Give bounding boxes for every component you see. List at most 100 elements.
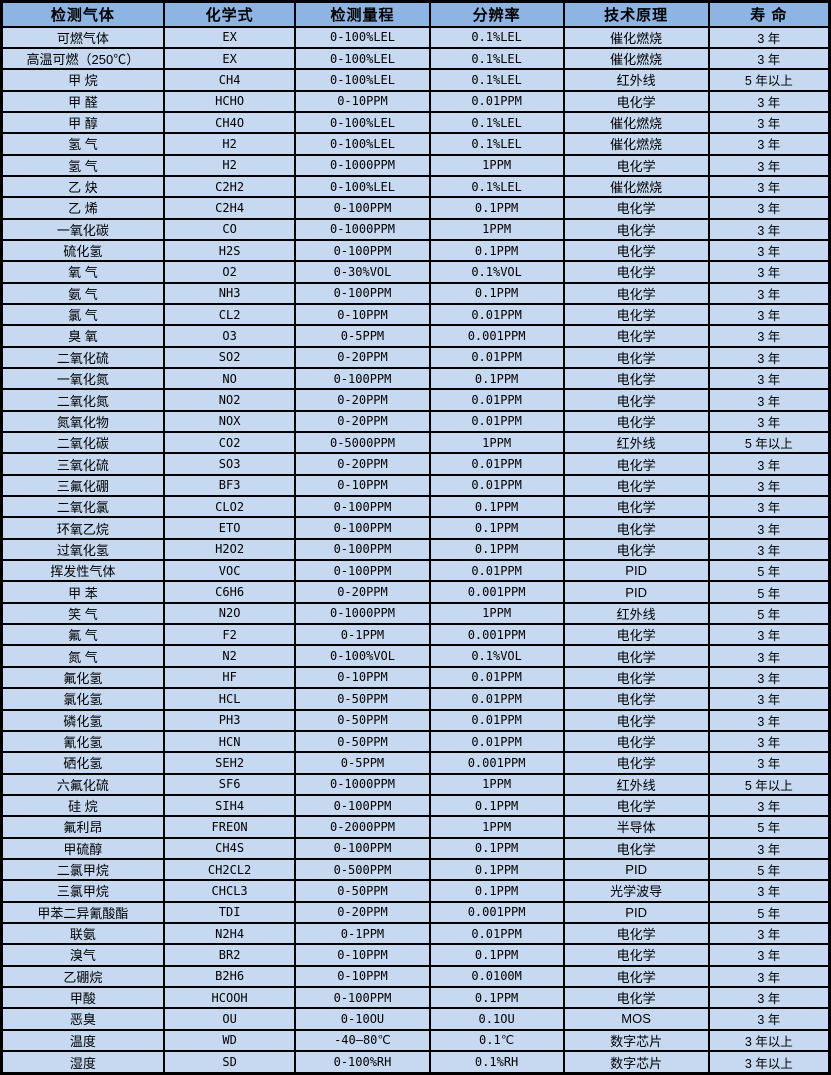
cell-lifespan: 3 年 <box>707 217 831 241</box>
cell-detection-range: 0-50PPM <box>294 708 431 732</box>
cell-gas-name: 乙 炔 <box>0 174 165 199</box>
table-row: 氯 气 CL2 0-10PPM 0.01PPM 电化学 3 年 <box>0 302 831 327</box>
cell-detection-range: 0-5PPM <box>294 751 431 775</box>
cell-lifespan: 5 年 <box>707 857 831 882</box>
cell-lifespan: 3 年 <box>707 409 831 434</box>
cell-lifespan: 3 年 <box>707 921 831 946</box>
cell-resolution: 1PPM <box>428 217 565 241</box>
cell-resolution: 0.01PPM <box>428 302 565 327</box>
cell-gas-name: 乙 烯 <box>0 196 165 220</box>
cell-gas-name: 氢 气 <box>0 153 165 177</box>
cell-technology-principle: 电化学 <box>562 985 710 1010</box>
cell-detection-range: 0-2000PPM <box>294 815 431 839</box>
cell-technology-principle: 电化学 <box>562 388 710 412</box>
table-row: 六氟化硫 SF6 0-1000PPM 1PPM 红外线 5 年以上 <box>0 772 831 796</box>
cell-gas-name: 可燃气体 <box>0 25 165 49</box>
cell-gas-name: 溴气 <box>0 943 165 967</box>
cell-lifespan: 3 年 <box>707 196 831 220</box>
cell-lifespan: 3 年 <box>707 388 831 412</box>
cell-resolution: 0.01PPM <box>428 452 565 476</box>
cell-technology-principle: 电化学 <box>562 516 710 540</box>
cell-chemical-formula: CH2CL2 <box>162 857 297 882</box>
cell-chemical-formula: OU <box>162 1007 297 1031</box>
column-header-chemical-formula: 化学式 <box>162 0 297 28</box>
cell-chemical-formula: HCN <box>162 729 297 754</box>
cell-detection-range: 0-100PPM <box>294 537 431 562</box>
column-header-resolution: 分辨率 <box>428 0 565 28</box>
table-row: 甲苯二异氰酸酯 TDI 0-20PPM 0.001PPM PID 5 年 <box>0 900 831 924</box>
cell-gas-name: 氟 气 <box>0 623 165 647</box>
cell-gas-name: 硅 烷 <box>0 793 165 818</box>
cell-resolution: 0.01PPM <box>428 409 565 434</box>
cell-chemical-formula: HCHO <box>162 89 297 113</box>
cell-lifespan: 3 年 <box>707 943 831 967</box>
cell-lifespan: 3 年 <box>707 132 831 156</box>
cell-chemical-formula: N2H4 <box>162 921 297 946</box>
cell-gas-name: 氟化氢 <box>0 665 165 690</box>
cell-resolution: 0.001PPM <box>428 900 565 924</box>
table-row: 恶臭 OU 0-10OU 0.1OU MOS 3 年 <box>0 1007 831 1031</box>
cell-gas-name: 氮 气 <box>0 644 165 668</box>
cell-technology-principle: 电化学 <box>562 324 710 348</box>
cell-lifespan: 3 年 <box>707 89 831 113</box>
table-row: 笑 气 N2O 0-1000PPM 1PPM 红外线 5 年 <box>0 601 831 626</box>
cell-chemical-formula: CH4O <box>162 110 297 135</box>
column-header-detection-range: 检测量程 <box>294 0 431 28</box>
table-row: 氟化氢 HF 0-10PPM 0.01PPM 电化学 3 年 <box>0 665 831 690</box>
cell-technology-principle: 电化学 <box>562 665 710 690</box>
table-row: 乙硼烷 B2H6 0-10PPM 0.0100M 电化学 3 年 <box>0 964 831 988</box>
cell-lifespan: 5 年以上 <box>707 68 831 92</box>
cell-detection-range: 0-100PPM <box>294 281 431 305</box>
cell-technology-principle: PID <box>562 559 710 583</box>
cell-chemical-formula: PH3 <box>162 708 297 732</box>
cell-resolution: 0.1%LEL <box>428 25 565 49</box>
table-row: 温度 WD -40—80℃ 0.1℃ 数字芯片 3 年以上 <box>0 1028 831 1053</box>
cell-gas-name: 温度 <box>0 1028 165 1053</box>
cell-detection-range: 0-10PPM <box>294 943 431 967</box>
cell-resolution: 0.1℃ <box>428 1028 565 1053</box>
cell-chemical-formula: N2O <box>162 601 297 626</box>
cell-detection-range: 0-100PPM <box>294 238 431 263</box>
cell-resolution: 0.1%LEL <box>428 132 565 156</box>
cell-detection-range: 0-20PPM <box>294 388 431 412</box>
cell-gas-name: 高温可燃（250℃） <box>0 46 165 71</box>
cell-lifespan: 3 年 <box>707 46 831 71</box>
cell-gas-name: 氨 气 <box>0 281 165 305</box>
cell-resolution: 1PPM <box>428 153 565 177</box>
cell-detection-range: 0-100PPM <box>294 196 431 220</box>
cell-technology-principle: 电化学 <box>562 473 710 498</box>
cell-chemical-formula: CL2 <box>162 302 297 327</box>
cell-gas-name: 硒化氢 <box>0 751 165 775</box>
cell-resolution: 0.01PPM <box>428 345 565 370</box>
cell-technology-principle: 红外线 <box>562 431 710 455</box>
cell-technology-principle: 电化学 <box>562 708 710 732</box>
table-row: 氧 气 O2 0-30%VOL 0.1%VOL 电化学 3 年 <box>0 260 831 284</box>
cell-technology-principle: 催化燃烧 <box>562 46 710 71</box>
cell-detection-range: 0-100PPM <box>294 366 431 391</box>
cell-chemical-formula: B2H6 <box>162 964 297 988</box>
cell-lifespan: 3 年 <box>707 623 831 647</box>
cell-gas-name: 氢 气 <box>0 132 165 156</box>
cell-resolution: 0.001PPM <box>428 623 565 647</box>
cell-technology-principle: 数字芯片 <box>562 1028 710 1053</box>
column-header-gas-name: 检测气体 <box>0 0 165 28</box>
cell-lifespan: 3 年 <box>707 345 831 370</box>
cell-gas-name: 挥发性气体 <box>0 559 165 583</box>
cell-gas-name: 笑 气 <box>0 601 165 626</box>
cell-lifespan: 3 年 <box>707 153 831 177</box>
table-row: 湿度 SD 0-100%RH 0.1%RH 数字芯片 3 年以上 <box>0 1050 831 1075</box>
cell-lifespan: 3 年 <box>707 836 831 860</box>
cell-detection-range: 0-100PPM <box>294 495 431 519</box>
cell-lifespan: 3 年 <box>707 495 831 519</box>
cell-gas-name: 二氧化氯 <box>0 495 165 519</box>
table-row: 氯化氢 HCL 0-50PPM 0.01PPM 电化学 3 年 <box>0 687 831 711</box>
cell-resolution: 0.1%LEL <box>428 110 565 135</box>
cell-resolution: 0.01PPM <box>428 687 565 711</box>
cell-detection-range: 0-100PPM <box>294 559 431 583</box>
cell-detection-range: 0-50PPM <box>294 729 431 754</box>
cell-chemical-formula: CO <box>162 217 297 241</box>
cell-resolution: 0.1%LEL <box>428 174 565 199</box>
cell-detection-range: 0-1PPM <box>294 921 431 946</box>
cell-resolution: 0.1%LEL <box>428 68 565 92</box>
